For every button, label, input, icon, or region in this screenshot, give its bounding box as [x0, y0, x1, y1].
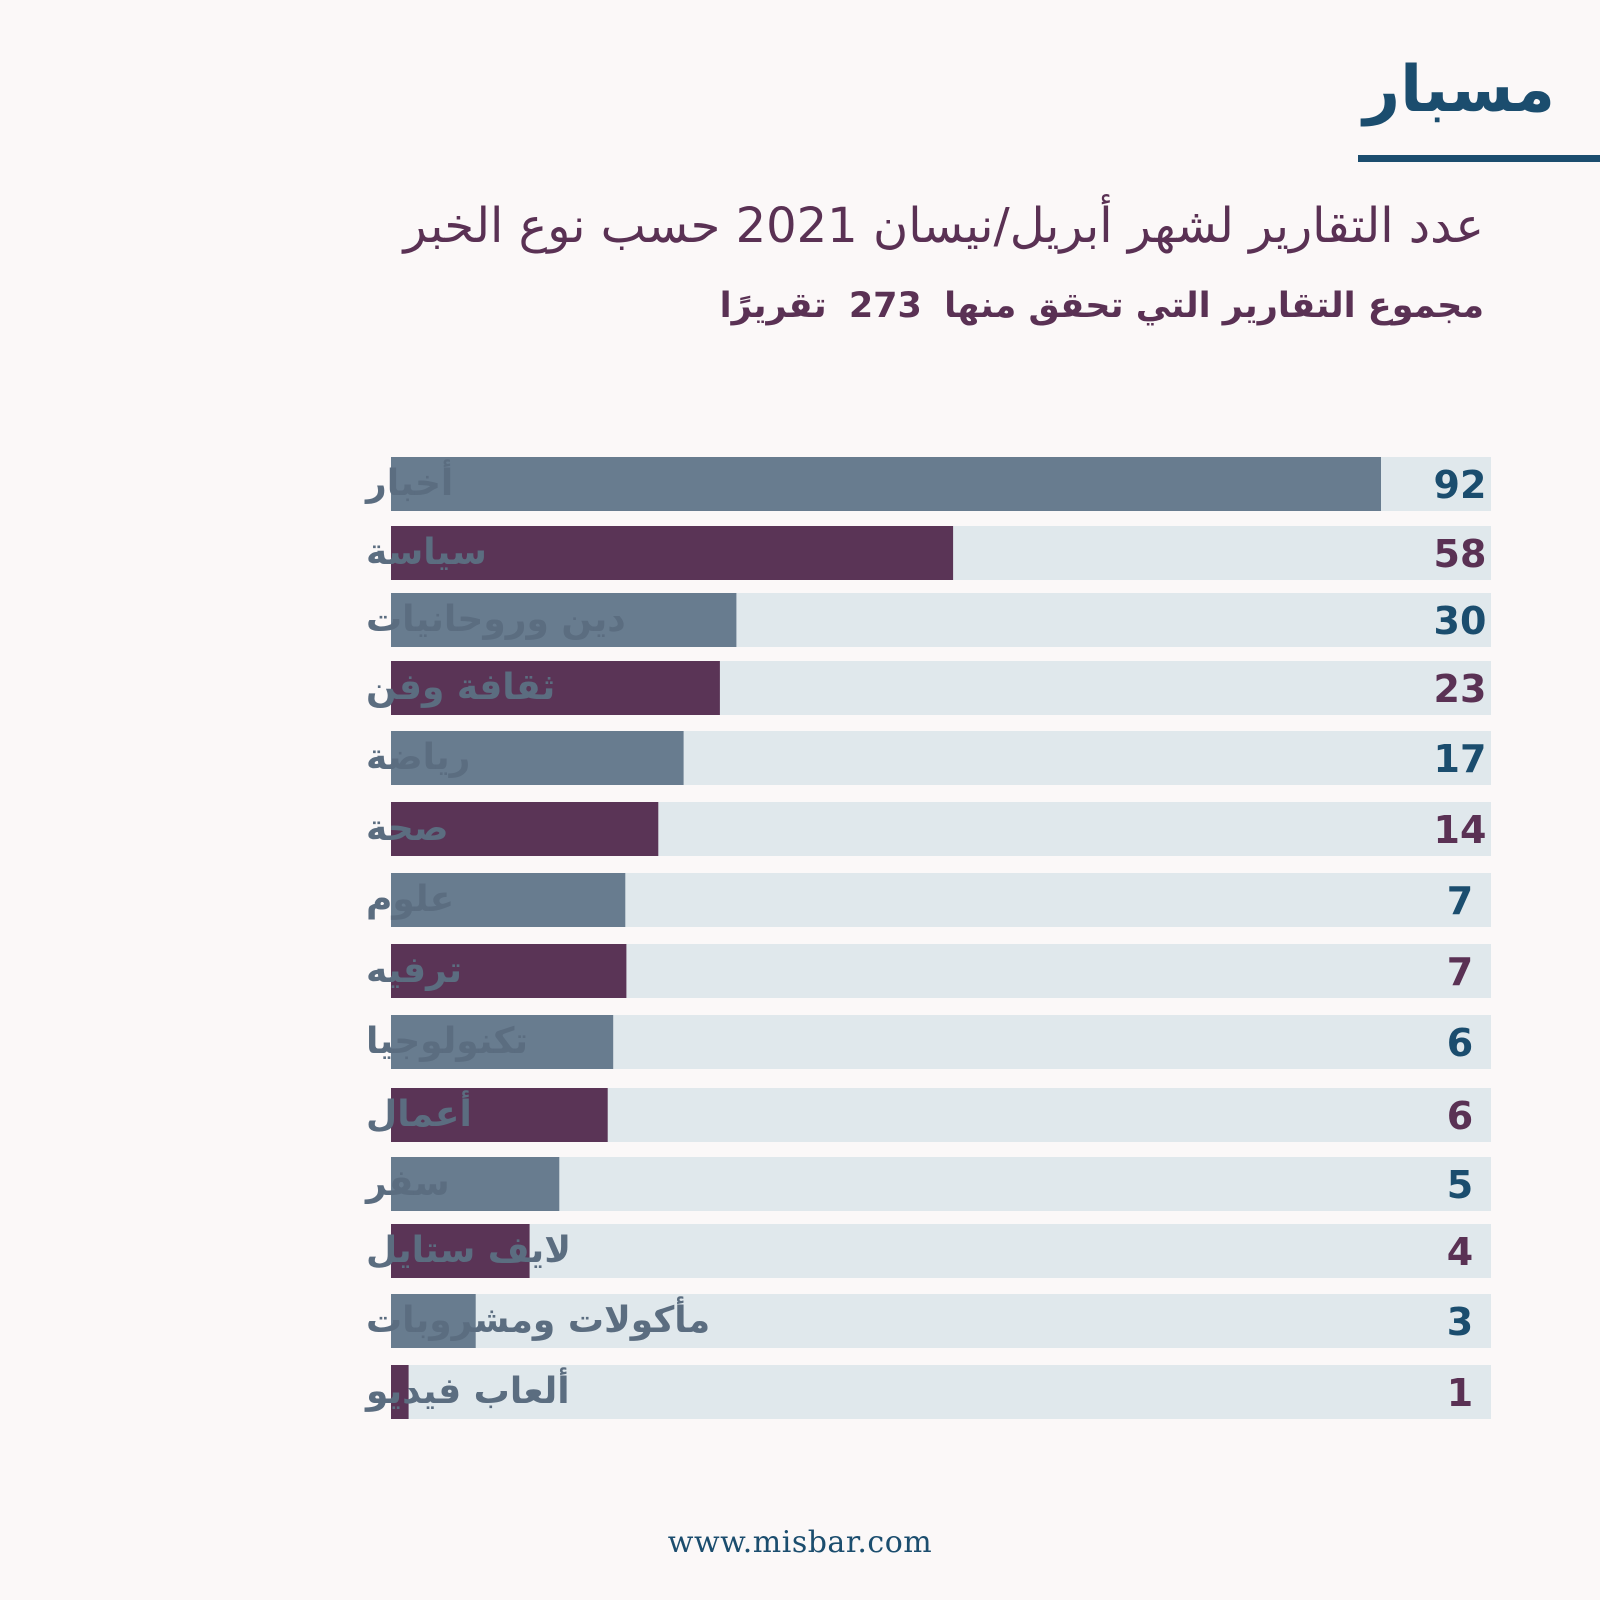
- bar: [391, 457, 1381, 511]
- category-label: رياضة: [366, 737, 470, 778]
- value-label: 7: [1447, 879, 1473, 923]
- brand-underline: [1358, 155, 1600, 162]
- category-label: مأكولات ومشروبات: [366, 1296, 710, 1341]
- value-label: 17: [1434, 737, 1487, 781]
- bar: [391, 526, 954, 580]
- subtitle-total: 273: [848, 286, 922, 326]
- value-label: 92: [1434, 463, 1487, 507]
- category-label: علوم: [366, 879, 454, 920]
- category-label: ترفيه: [366, 950, 462, 991]
- category-label: تكنولوجيا: [366, 1021, 528, 1062]
- value-label: 1: [1447, 1371, 1473, 1415]
- footer-url[interactable]: www.misbar.com: [667, 1525, 933, 1560]
- bar: [391, 1365, 409, 1419]
- bar-track: [391, 1224, 1491, 1278]
- category-label: أخبار: [364, 459, 453, 504]
- bar: [391, 802, 659, 856]
- bar: [391, 1294, 476, 1348]
- bar: [391, 731, 684, 785]
- value-label: 58: [1434, 532, 1487, 576]
- subtitle-prefix: مجموع التقارير التي تحقق منها: [944, 286, 1484, 326]
- bar: [391, 593, 737, 647]
- bar: [391, 944, 627, 998]
- category-label: ثقافة وفن: [366, 667, 555, 708]
- subtitle-suffix: تقريرًا: [719, 286, 827, 326]
- bar: [391, 873, 626, 927]
- bar-track: [391, 1365, 1491, 1419]
- value-label: 14: [1434, 808, 1487, 852]
- bar: [391, 661, 720, 715]
- bar-track: [391, 1294, 1491, 1348]
- value-label: 3: [1447, 1300, 1473, 1344]
- chart-title: عدد التقارير لشهر أبريل/نيسان 2021 حسب ن…: [403, 198, 1484, 254]
- category-label: ألعاب فيديو: [364, 1367, 570, 1412]
- category-label: صحة: [366, 808, 449, 849]
- brand-logo: مسبار: [1363, 53, 1555, 127]
- category-label: سفر: [364, 1163, 450, 1204]
- value-label: 23: [1434, 667, 1487, 711]
- bar: [391, 1088, 608, 1142]
- bar: [391, 1157, 560, 1211]
- bar-track: [391, 1157, 1491, 1211]
- category-label: أعمال: [366, 1090, 472, 1135]
- value-label: 7: [1447, 950, 1473, 994]
- category-label: لايف ستايل: [366, 1230, 571, 1271]
- value-label: 5: [1447, 1163, 1473, 1207]
- bar: [391, 1224, 530, 1278]
- value-label: 6: [1447, 1021, 1473, 1065]
- chart-subtitle: مجموع التقارير التي تحقق منها 273 تقريرً…: [720, 285, 1484, 327]
- category-label: سياسة: [366, 532, 487, 573]
- value-label: 30: [1434, 599, 1487, 643]
- category-label: دين وروحانيات: [366, 599, 626, 640]
- bar: [391, 1015, 614, 1069]
- value-label: 6: [1447, 1094, 1473, 1138]
- value-label: 4: [1447, 1230, 1473, 1274]
